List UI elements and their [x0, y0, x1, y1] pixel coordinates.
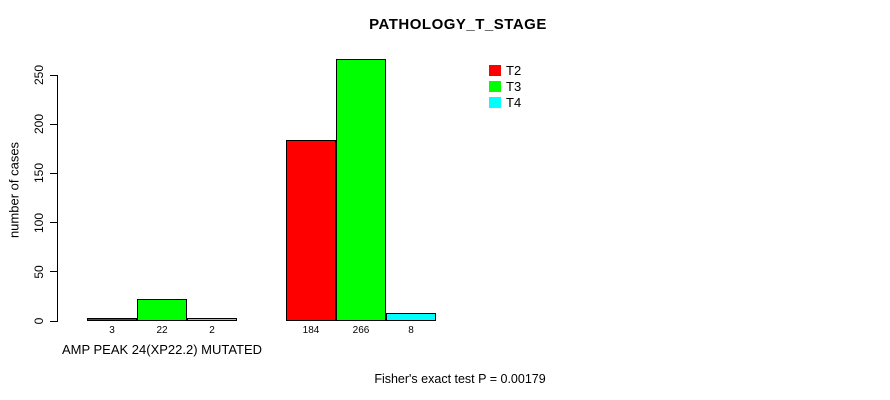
bar-t4-group1	[187, 318, 237, 321]
legend-swatch-t2	[489, 65, 501, 76]
legend-swatch-t4	[489, 96, 501, 108]
y-axis-tick-label: 150	[32, 163, 46, 184]
bar-value-label: 184	[302, 325, 320, 336]
fisher-test-footnote: Fisher's exact test P = 0.00179	[374, 372, 546, 386]
bar-t4-group2	[386, 313, 436, 321]
y-axis-tick	[50, 271, 57, 273]
y-axis-tick-label: 200	[32, 114, 46, 135]
y-axis-tick-label: 100	[32, 212, 46, 233]
y-axis-tick-label: 250	[32, 64, 46, 86]
bar-value-label: 8	[408, 325, 414, 336]
y-axis-tick	[50, 74, 57, 76]
x-category-label: AMP PEAK 24(XP22.2) MUTATED	[61, 342, 263, 357]
bar-value-label: 2	[209, 325, 215, 336]
bar-t2-group1	[87, 318, 137, 321]
y-axis-label: number of cases	[6, 141, 22, 239]
bar-t3-group1	[137, 299, 187, 321]
legend-swatch-t3	[489, 80, 501, 92]
bar-t2-group2	[286, 139, 336, 321]
legend-label-t4: T4	[506, 94, 522, 110]
y-axis-tick	[50, 222, 57, 224]
y-axis-tick	[50, 123, 57, 125]
y-axis-tick	[50, 172, 57, 174]
legend-label-t2: T2	[506, 63, 522, 78]
y-axis-tick	[50, 320, 57, 322]
bar-t3-group2	[336, 59, 386, 321]
y-axis-tick-label: 0	[32, 317, 46, 325]
bar-value-label: 3	[109, 325, 115, 336]
bar-value-label: 22	[156, 325, 168, 336]
legend-label-t3: T3	[506, 78, 522, 94]
y-axis-line	[57, 75, 58, 322]
y-axis-tick-label: 50	[32, 265, 46, 279]
chart-title: PATHOLOGY_T_STAGE	[369, 16, 547, 33]
bar-value-label: 266	[352, 325, 370, 336]
